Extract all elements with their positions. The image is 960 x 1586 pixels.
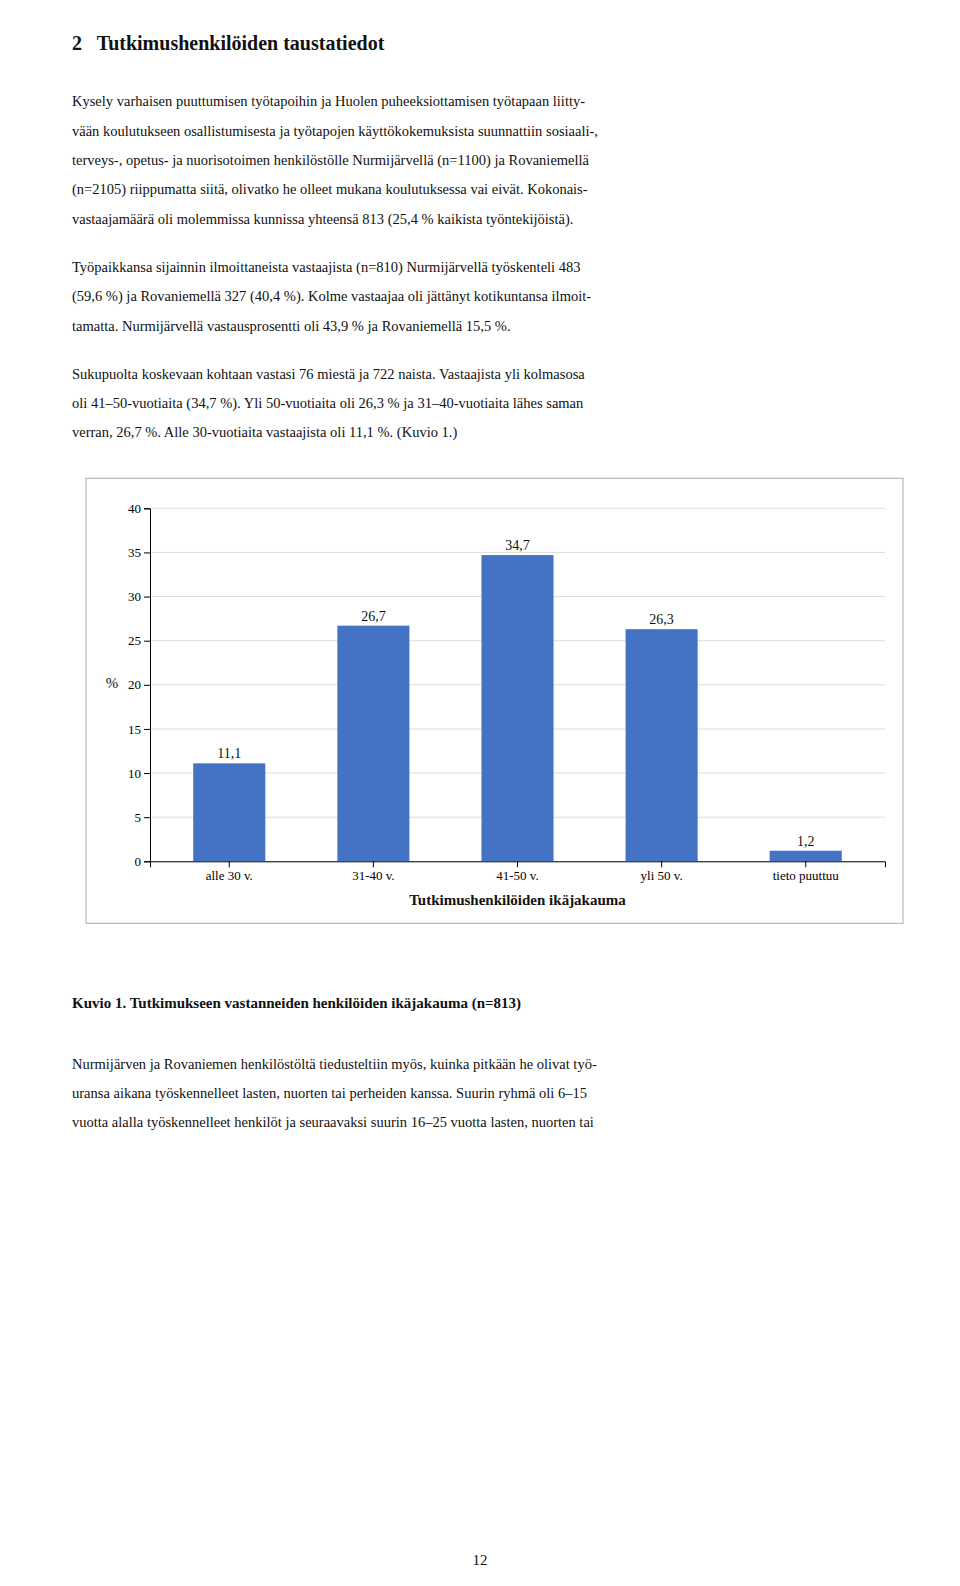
tick-mark [144,552,150,553]
axis-line [144,509,151,862]
tick: 31-40 v. [352,861,395,882]
caption: Kuvio 1. Tutkimukseen vastanneiden henki… [72,996,521,1013]
tick-label: 0 [135,854,142,869]
body-line: Nurmijärven ja Rovaniemen henkilöstöltä … [72,1056,597,1072]
tick: 15 [128,722,150,737]
tick-mark [144,597,150,598]
tick-mark [373,861,374,867]
tick-mark [144,729,150,730]
x-axis: alle 30 v. 31-40 v. 41-50 v. yli 50 v. tieto… [151,861,886,882]
tick-mark [144,773,150,774]
tick-mark [144,817,150,818]
tick-mark [661,861,662,867]
body-line: vastaajamäärä oli molemmissa kunnissa yh… [72,211,573,228]
chart: 11,1 26,7 34,7 26,3 1,2 0 5 10 15 20 25 30 35 40 alle … [106,501,886,908]
tick: 20 [128,677,150,692]
page-number: 12 [473,1552,488,1568]
body-line: vään koulutukseen osallistumisesta ja ty… [72,123,598,139]
tick-mark [144,861,150,862]
tick-mark [144,685,150,686]
data-label: 11,1 [217,746,241,761]
tick-label: 31-40 v. [352,868,395,883]
tick: 40 [128,501,150,516]
body-line: oli 41–50-vuotiaita (34,7 %). Yli 50-vuo… [72,395,584,412]
caption-text: Tutkimukseen vastanneiden henkilöiden ik… [126,996,521,1013]
data-label: 26,7 [361,609,386,624]
tick-mark [144,508,150,509]
body-line: Työpaikkansa sijainnin ilmoittaneista va… [72,259,581,276]
bar [770,851,842,862]
data-label: 26,3 [649,612,674,627]
axis-line [151,862,886,868]
body-line: (n=2105) riippumatta siitä, olivatko he … [72,181,588,198]
y-axis-title: % [106,675,119,691]
tick-label: 5 [135,810,142,825]
tick: 41-50 v. [496,861,539,882]
data-label: 34,7 [505,538,530,553]
tick-label: 40 [128,501,141,516]
tick: 0 [135,854,151,869]
bars [193,555,842,861]
tick-label: 20 [128,677,141,692]
page: 2 Tutkimushenkilöiden taustatiedot Kysely… [0,0,960,1586]
tick-label: 15 [128,722,141,737]
body-line: terveys-, opetus- ja nuorisotoimen henki… [72,152,590,169]
tick-mark [805,861,806,867]
body-line: (59,6 %) ja Rovaniemellä 327 (40,4 %). K… [72,288,591,305]
bar [337,626,409,862]
y-axis: 0 5 10 15 20 25 30 35 40 [128,501,151,869]
tick-label: 35 [128,545,141,560]
tick-label: 30 [128,589,141,604]
tick-label: tieto puuttuu [773,868,840,883]
chart-frame [86,478,903,923]
tick-mark [144,641,150,642]
tick-mark [517,861,518,867]
grid [150,508,885,861]
caption-label: Kuvio 1. [72,996,126,1012]
body-line: Kysely varhaisen puuttumisen työtapoihin… [72,93,585,109]
bar [481,555,553,861]
tick-label: 41-50 v. [496,868,539,883]
tick: 10 [128,766,150,781]
body-line: tamatta. Nurmijärvellä vastausprosentti … [72,318,511,334]
bar [193,763,265,861]
section-title: 2 Tutkimushenkilöiden taustatiedot [72,32,385,54]
grid-line [150,508,885,509]
bar [626,629,698,861]
body-line: uransa aikana työskennelleet lasten, nuo… [72,1085,587,1101]
body-line: Sukupuolta koskevaan kohtaan vastasi 76 … [72,366,585,382]
tick-label: alle 30 v. [206,868,253,883]
tick: yli 50 v. [641,861,683,882]
tick: alle 30 v. [206,861,253,882]
x-axis-title: Tutkimushenkilöiden ikäjakauma [409,892,626,908]
tick-label: yli 50 v. [641,868,683,883]
tick-mark [229,861,230,867]
body-line: verran, 26,7 %. Alle 30-vuotiaita vastaa… [72,424,457,441]
tick-label: 25 [128,633,141,648]
tick: 25 [128,633,150,648]
tick: 35 [128,545,150,560]
tick-label: 10 [128,766,141,781]
tick: tieto puuttuu [773,861,840,882]
data-labels: 11,1 26,7 34,7 26,3 1,2 [217,538,814,849]
body-line: vuotta alalla työskennelleet henkilöt ja… [72,1114,594,1130]
data-label: 1,2 [797,834,815,849]
tick: 5 [135,810,151,825]
tick: 30 [128,589,150,604]
